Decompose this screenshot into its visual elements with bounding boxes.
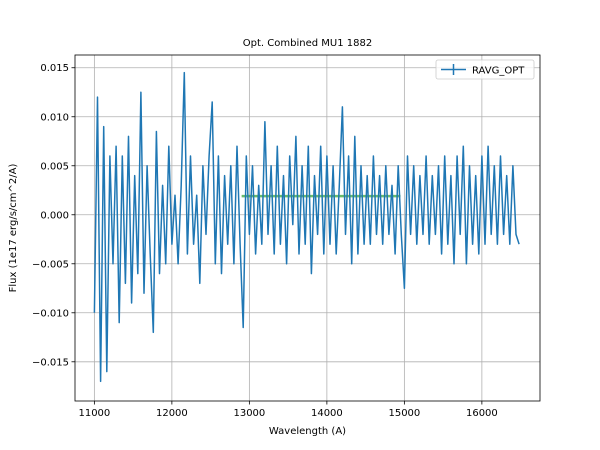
x-tick-label: 12000: [156, 408, 188, 419]
y-tick-label: 0.000: [40, 210, 69, 221]
x-ticks: 11000 12000 13000 14000 15000 16000: [78, 401, 498, 419]
chart-title: Opt. Combined MU1 1882: [243, 38, 372, 49]
x-tick-label: 11000: [78, 408, 110, 419]
y-tick-label: −0.010: [32, 308, 69, 319]
y-tick-label: 0.015: [40, 63, 69, 74]
axes-frame: [74, 54, 541, 402]
y-tick-label: 0.010: [40, 112, 69, 123]
legend: RAVG_OPT: [435, 59, 535, 80]
y-tick-label: 0.005: [40, 161, 69, 172]
x-tick-label: 16000: [466, 408, 498, 419]
legend-label: RAVG_OPT: [472, 66, 525, 77]
y-tick-label: −0.015: [32, 357, 69, 368]
plot-area: [93, 71, 520, 383]
x-tick-label: 13000: [233, 408, 265, 419]
x-axis-label: Wavelength (A): [269, 426, 346, 437]
spectrum-line-ravg-opt: [93, 71, 520, 383]
y-tick-label: −0.005: [32, 259, 69, 270]
y-axis-label: Flux (1e17 erg/s/cm^2/A): [8, 164, 19, 293]
x-tick-label: 14000: [311, 408, 343, 419]
x-tick-label: 15000: [388, 408, 420, 419]
y-ticks: −0.015 −0.010 −0.005 0.000 0.005 0.010 0.015: [32, 63, 75, 368]
legend-box: [435, 59, 535, 80]
